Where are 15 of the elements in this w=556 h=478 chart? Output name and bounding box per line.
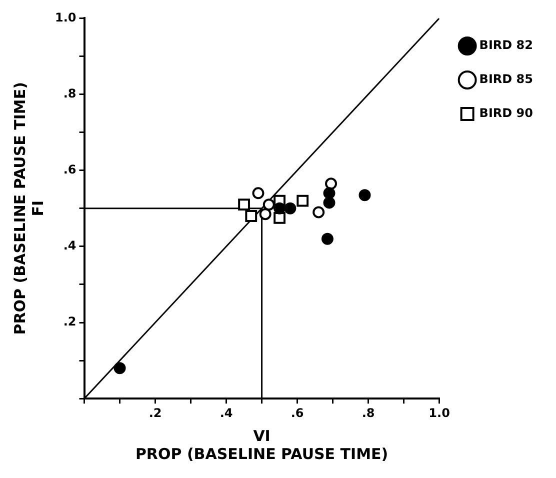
legend-label: BIRD 90	[479, 106, 534, 120]
y-tick-label: .4	[63, 238, 76, 253]
y-tick-label: .6	[63, 162, 76, 176]
y-tick-label: 1.0	[54, 10, 76, 24]
x-axis-title: VI PROP (BASELINE PAUSE TIME)	[135, 426, 388, 463]
x-tick-label: .2	[148, 406, 162, 420]
legend-label: BIRD 85	[479, 72, 534, 86]
x-tick-label: .6	[290, 406, 304, 420]
y-axis-title: PROP (BASELINE PAUSE TIME) FI	[10, 82, 47, 335]
x-tick-label: 1.0	[428, 406, 450, 420]
x-tick-label: .4	[220, 406, 233, 420]
x-tick-label: .8	[362, 406, 375, 420]
y-tick-label: .8	[63, 86, 76, 100]
legend-label: BIRD 82	[479, 38, 534, 52]
y-tick-label: .2	[63, 314, 76, 329]
